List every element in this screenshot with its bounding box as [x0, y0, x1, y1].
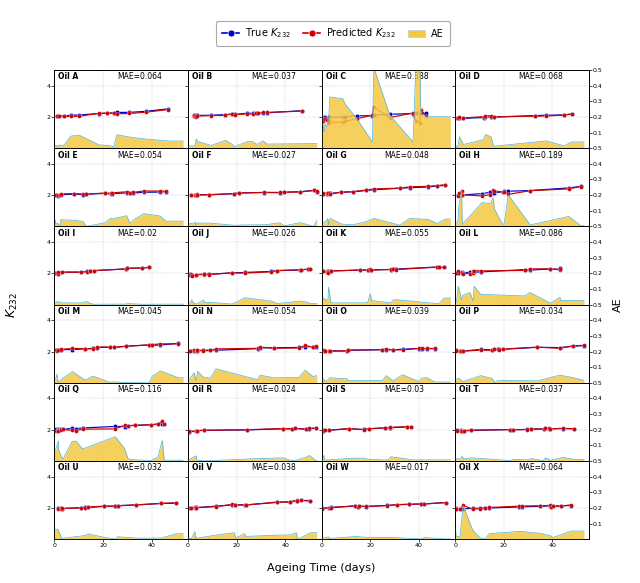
- Text: Oil P: Oil P: [460, 307, 479, 316]
- Text: Oil I: Oil I: [58, 229, 76, 238]
- Text: MAE=0.03: MAE=0.03: [385, 385, 424, 394]
- Text: MAE=0.116: MAE=0.116: [117, 385, 162, 394]
- Text: MAE=0.026: MAE=0.026: [251, 229, 296, 238]
- Text: MAE=0.037: MAE=0.037: [251, 72, 296, 81]
- Text: MAE=0.064: MAE=0.064: [518, 463, 563, 472]
- Text: MAE=0.055: MAE=0.055: [385, 229, 429, 238]
- Text: Oil U: Oil U: [58, 463, 79, 472]
- Text: MAE=0.189: MAE=0.189: [518, 150, 563, 160]
- Text: Oil O: Oil O: [326, 307, 346, 316]
- Text: MAE=0.054: MAE=0.054: [251, 307, 296, 316]
- Text: MAE=0.054: MAE=0.054: [117, 150, 162, 160]
- Text: MAE=0.064: MAE=0.064: [117, 72, 162, 81]
- Text: MAE=0.02: MAE=0.02: [117, 229, 157, 238]
- Text: Oil A: Oil A: [58, 72, 79, 81]
- Text: Ageing Time (days): Ageing Time (days): [268, 563, 376, 573]
- Text: MAE=0.027: MAE=0.027: [251, 150, 296, 160]
- Text: Oil C: Oil C: [326, 72, 346, 81]
- Text: $K_{232}$: $K_{232}$: [5, 292, 20, 318]
- Text: MAE=0.017: MAE=0.017: [385, 463, 429, 472]
- Text: MAE=0.045: MAE=0.045: [117, 307, 162, 316]
- Text: Oil E: Oil E: [58, 150, 78, 160]
- Text: Oil D: Oil D: [460, 72, 480, 81]
- Text: Oil K: Oil K: [326, 229, 346, 238]
- Text: MAE=0.032: MAE=0.032: [117, 463, 162, 472]
- Text: Oil W: Oil W: [326, 463, 348, 472]
- Text: MAE=0.034: MAE=0.034: [518, 307, 563, 316]
- Text: Oil L: Oil L: [460, 229, 479, 238]
- Text: MAE=0.068: MAE=0.068: [518, 72, 563, 81]
- Text: Oil T: Oil T: [460, 385, 479, 394]
- Text: Oil X: Oil X: [460, 463, 479, 472]
- Text: MAE=0.039: MAE=0.039: [385, 307, 429, 316]
- Text: Oil Q: Oil Q: [58, 385, 79, 394]
- Text: MAE=0.024: MAE=0.024: [251, 385, 296, 394]
- Text: Oil H: Oil H: [460, 150, 480, 160]
- Text: Oil R: Oil R: [192, 385, 212, 394]
- Text: MAE=0.048: MAE=0.048: [385, 150, 429, 160]
- Text: Oil M: Oil M: [58, 307, 81, 316]
- Text: Oil S: Oil S: [326, 385, 346, 394]
- Text: MAE=0.388: MAE=0.388: [385, 72, 429, 81]
- Text: MAE=0.038: MAE=0.038: [251, 463, 296, 472]
- Text: Oil B: Oil B: [192, 72, 212, 81]
- Legend: True $K_{232}$, Predicted $K_{232}$, AE: True $K_{232}$, Predicted $K_{232}$, AE: [216, 21, 449, 46]
- Text: Oil G: Oil G: [326, 150, 346, 160]
- Text: Oil F: Oil F: [192, 150, 212, 160]
- Text: MAE=0.037: MAE=0.037: [518, 385, 563, 394]
- Text: Oil J: Oil J: [192, 229, 209, 238]
- Text: Oil N: Oil N: [192, 307, 213, 316]
- Text: AE: AE: [612, 297, 623, 312]
- Text: Oil V: Oil V: [192, 463, 212, 472]
- Text: MAE=0.086: MAE=0.086: [518, 229, 563, 238]
